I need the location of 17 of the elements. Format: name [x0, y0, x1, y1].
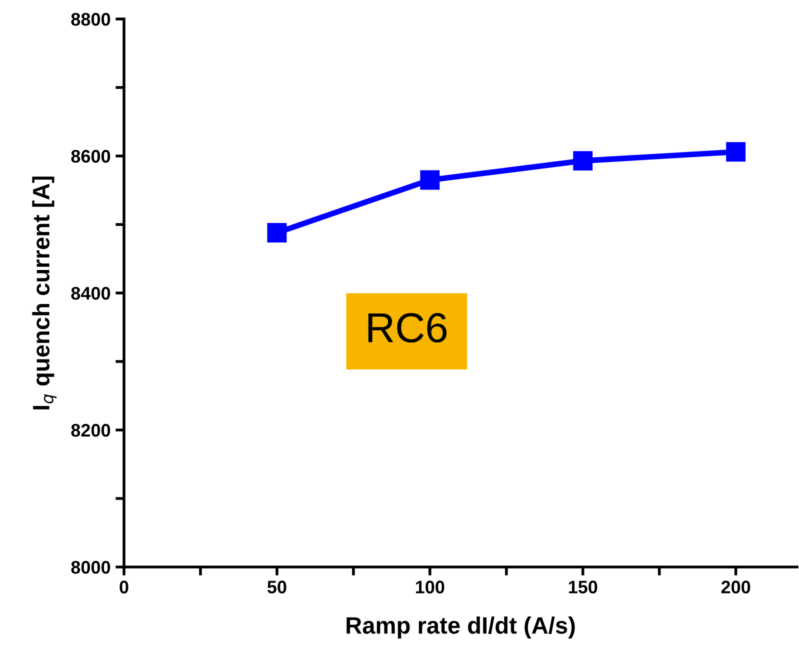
y-tick-label: 8600 [71, 150, 110, 163]
y-tick-label: 8800 [71, 12, 110, 26]
point [420, 170, 440, 190]
x-axis-title: Ramp rate dI/dt (A/s) [346, 616, 575, 638]
y-tick-label: 8400 [71, 286, 110, 300]
y-axis-title: I$_{q}$ quench current [A] [32, 176, 57, 410]
x-tick-label: 150 [568, 580, 598, 594]
point [573, 151, 593, 171]
y-tick-label: 8200 [71, 424, 110, 437]
x-tick-label: 50 [267, 580, 286, 594]
annotation: RC6 [368, 313, 447, 343]
x-tick-label: 100 [416, 580, 444, 594]
point [267, 222, 287, 242]
x-tick-label: 200 [721, 580, 750, 594]
point [726, 142, 746, 162]
x-tick-label: 0 [120, 580, 128, 594]
y-tick-label: 8000 [71, 560, 110, 574]
